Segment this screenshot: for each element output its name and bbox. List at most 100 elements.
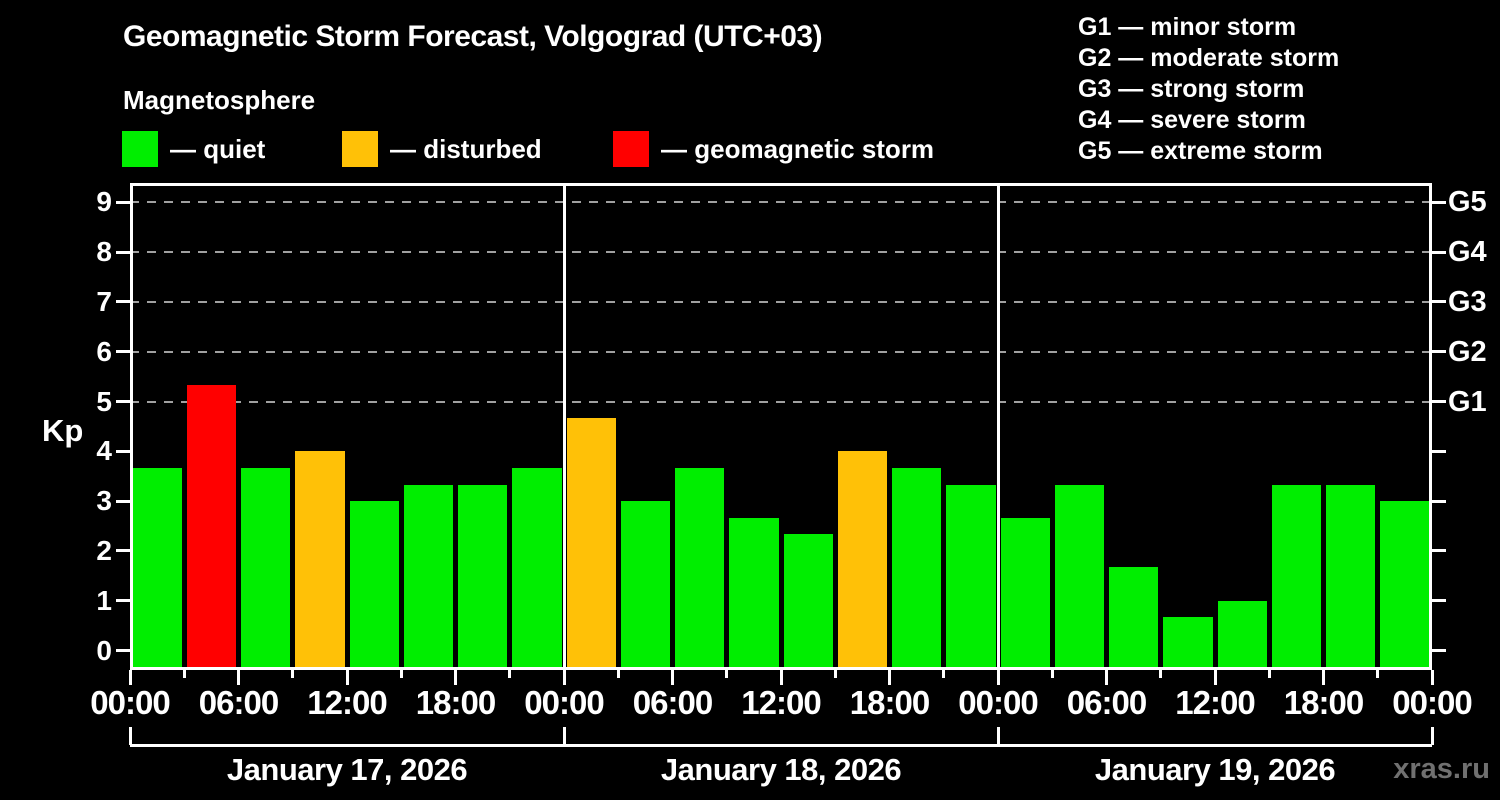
kp-bar xyxy=(1380,501,1430,668)
x-tick-label: 06:00 xyxy=(632,684,713,721)
y-gridline xyxy=(130,350,1432,353)
kp-bar xyxy=(837,451,887,668)
kp-bar xyxy=(566,417,616,668)
g-legend-item: G4 — severe storm xyxy=(1078,106,1306,134)
x-axis-tick xyxy=(616,670,620,678)
y-tick-label: 2 xyxy=(96,534,112,566)
x-axis-tick xyxy=(996,670,1000,685)
y-tick-label: 5 xyxy=(96,385,112,417)
x-axis-tick xyxy=(888,670,891,685)
kp-bar xyxy=(403,484,453,668)
g-legend-item: G5 — extreme storm xyxy=(1078,137,1323,165)
legend-swatch-disturbed xyxy=(342,131,378,167)
kp-bar xyxy=(1326,484,1376,668)
y-axis-tick xyxy=(116,599,130,603)
date-label: January 18, 2026 xyxy=(660,752,902,787)
y-tick-label: 6 xyxy=(96,335,112,367)
y-axis-tick xyxy=(116,350,130,354)
y-axis-tick xyxy=(1432,400,1446,403)
day-separator xyxy=(562,183,566,670)
y-axis-tick xyxy=(116,549,130,553)
g-axis-label: G5 xyxy=(1448,186,1487,219)
legend-label: — quiet xyxy=(170,133,266,164)
date-bracket xyxy=(130,744,1432,747)
g-axis-label: G4 xyxy=(1448,236,1487,269)
x-axis-tick xyxy=(182,670,186,678)
y-axis-tick xyxy=(116,250,130,254)
g-legend-item: G2 — moderate storm xyxy=(1078,44,1340,72)
x-axis-tick xyxy=(725,670,729,678)
x-axis-tick xyxy=(1376,670,1380,678)
g-axis-label: G1 xyxy=(1448,385,1487,418)
y-gridline xyxy=(130,251,1432,254)
x-axis-tick xyxy=(942,670,946,678)
kp-bar xyxy=(1109,567,1159,668)
date-bracket-tick xyxy=(562,727,566,745)
page-title: Geomagnetic Storm Forecast, Volgograd (U… xyxy=(123,20,823,53)
y-axis-tick xyxy=(1432,250,1446,254)
kp-bar xyxy=(946,484,996,668)
y-tick-label: 7 xyxy=(96,285,112,317)
kp-bar xyxy=(512,467,562,668)
x-axis-tick xyxy=(1050,670,1054,678)
x-axis-tick xyxy=(671,670,674,685)
kp-bar xyxy=(186,385,236,668)
legend-item-storm: — geomagnetic storm xyxy=(613,130,934,168)
kp-bar xyxy=(1217,600,1267,668)
x-tick-label: 12:00 xyxy=(1175,684,1255,721)
date-label: January 19, 2026 xyxy=(1094,752,1336,787)
x-axis-tick xyxy=(1267,670,1271,678)
kp-bar xyxy=(349,501,399,668)
kp-bar xyxy=(892,467,942,668)
x-tick-label: 12:00 xyxy=(307,684,387,721)
x-axis-tick xyxy=(454,670,457,685)
day-separator xyxy=(996,183,1000,670)
date-bracket-tick xyxy=(128,727,132,745)
x-axis-tick xyxy=(1159,670,1163,678)
y-tick-label: 3 xyxy=(96,485,112,517)
y-tick-label: 9 xyxy=(96,186,112,218)
x-tick-label: 18:00 xyxy=(849,684,930,721)
x-tick-label: 12:00 xyxy=(741,684,821,721)
legend-swatch-quiet xyxy=(122,131,158,167)
y-axis-tick xyxy=(116,300,130,304)
chart-subtitle: Magnetosphere xyxy=(123,85,316,115)
x-axis-tick xyxy=(399,670,403,678)
x-axis-tick xyxy=(562,670,566,685)
x-axis-tick xyxy=(128,670,132,685)
x-tick-label: 00:00 xyxy=(1392,684,1472,721)
y-gridline xyxy=(130,201,1432,204)
kp-bar xyxy=(1054,484,1104,668)
legend-swatch-storm xyxy=(613,131,649,167)
x-axis-tick xyxy=(1213,670,1217,685)
legend-label: — geomagnetic storm xyxy=(661,133,935,164)
kp-bar xyxy=(458,484,508,668)
legend-item-quiet: — quiet xyxy=(122,130,265,168)
x-tick-label: 06:00 xyxy=(198,684,279,721)
y-axis-tick xyxy=(1432,599,1446,603)
g-scale-legend: G1 — minor storm G2 — moderate storm G3 — … xyxy=(1078,12,1339,167)
x-axis-tick xyxy=(1430,670,1434,685)
x-tick-label: 18:00 xyxy=(1283,684,1364,721)
g-axis-label: G2 xyxy=(1448,335,1487,368)
y-axis-tick xyxy=(1432,350,1446,354)
y-axis-tick xyxy=(1432,300,1446,304)
x-tick-label: 00:00 xyxy=(524,684,604,721)
x-tick-label: 00:00 xyxy=(958,684,1038,721)
y-axis-tick xyxy=(116,400,130,403)
g-legend-item: G1 — minor storm xyxy=(1078,13,1297,41)
kp-bar xyxy=(620,501,670,668)
y-axis-tick xyxy=(116,499,130,503)
x-axis-tick xyxy=(291,670,295,678)
y-axis-tick xyxy=(1432,200,1446,204)
x-axis-tick xyxy=(345,670,349,685)
x-tick-label: 00:00 xyxy=(90,684,170,721)
x-axis-tick xyxy=(1105,670,1108,685)
x-axis-tick xyxy=(237,670,240,685)
y-axis-tick xyxy=(1432,449,1446,453)
x-tick-label: 18:00 xyxy=(415,684,496,721)
y-tick-label: 0 xyxy=(96,634,112,666)
date-label: January 17, 2026 xyxy=(226,752,468,787)
kp-bar xyxy=(132,467,182,668)
kp-bar xyxy=(1000,517,1050,668)
